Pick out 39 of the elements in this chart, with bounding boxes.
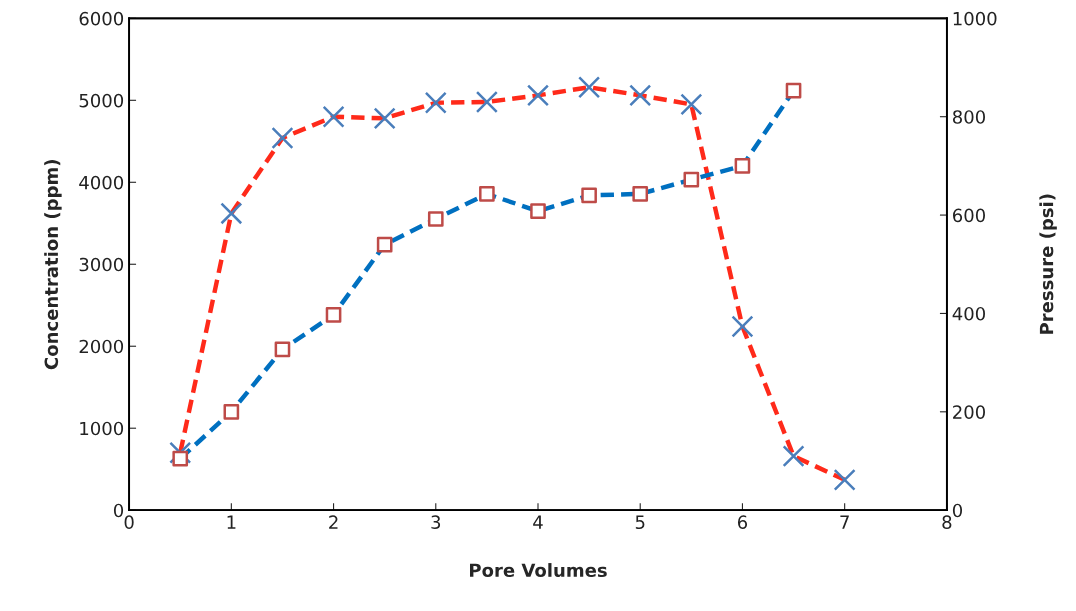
y2-tick-label: 800: [952, 110, 985, 124]
y2-tick-label: 400: [952, 306, 985, 321]
point: [271, 126, 294, 150]
y-tick-label: 5000: [79, 93, 124, 108]
x-tick-label: 0: [124, 515, 134, 530]
y2-axis-title: Pressure (psi): [1039, 194, 1057, 334]
y2-tick-label: 200: [953, 405, 985, 419]
x-tick-label: 1: [227, 515, 236, 529]
point: [833, 468, 856, 491]
y-tick-label: 1000: [80, 421, 124, 436]
y-tick-label: 2000: [79, 339, 124, 354]
y-tick-label: 6000: [79, 11, 124, 26]
y2-tick-label: 600: [953, 208, 985, 223]
point: [169, 441, 192, 464]
point: [578, 76, 601, 99]
point: [322, 105, 345, 128]
x-tick-label: 5: [635, 515, 645, 530]
x-tick-label: 7: [840, 515, 849, 529]
point: [475, 90, 498, 114]
point: [680, 93, 703, 116]
point: [526, 84, 550, 107]
point: [629, 84, 652, 107]
point: [424, 91, 447, 114]
x-tick-label: 3: [431, 515, 441, 530]
y2-tick-label: 1000: [953, 11, 997, 26]
y-tick-label: 3000: [79, 257, 124, 272]
x-tick-label: 6: [737, 515, 748, 530]
point: [731, 315, 754, 338]
point: [782, 445, 805, 468]
x-tick-label: 4: [533, 515, 543, 529]
x-tick-label: 2: [329, 515, 338, 529]
x-axis-title: Pore Volumes: [470, 563, 607, 578]
point: [220, 202, 243, 225]
y-tick-label: 0: [113, 503, 124, 518]
x-tick-label: 8: [942, 515, 952, 530]
point: [373, 107, 396, 130]
y-tick-label: 4000: [79, 175, 124, 190]
y-axis-title: Concentration (ppm): [44, 160, 62, 370]
y2-tick-label: 0: [952, 503, 963, 518]
